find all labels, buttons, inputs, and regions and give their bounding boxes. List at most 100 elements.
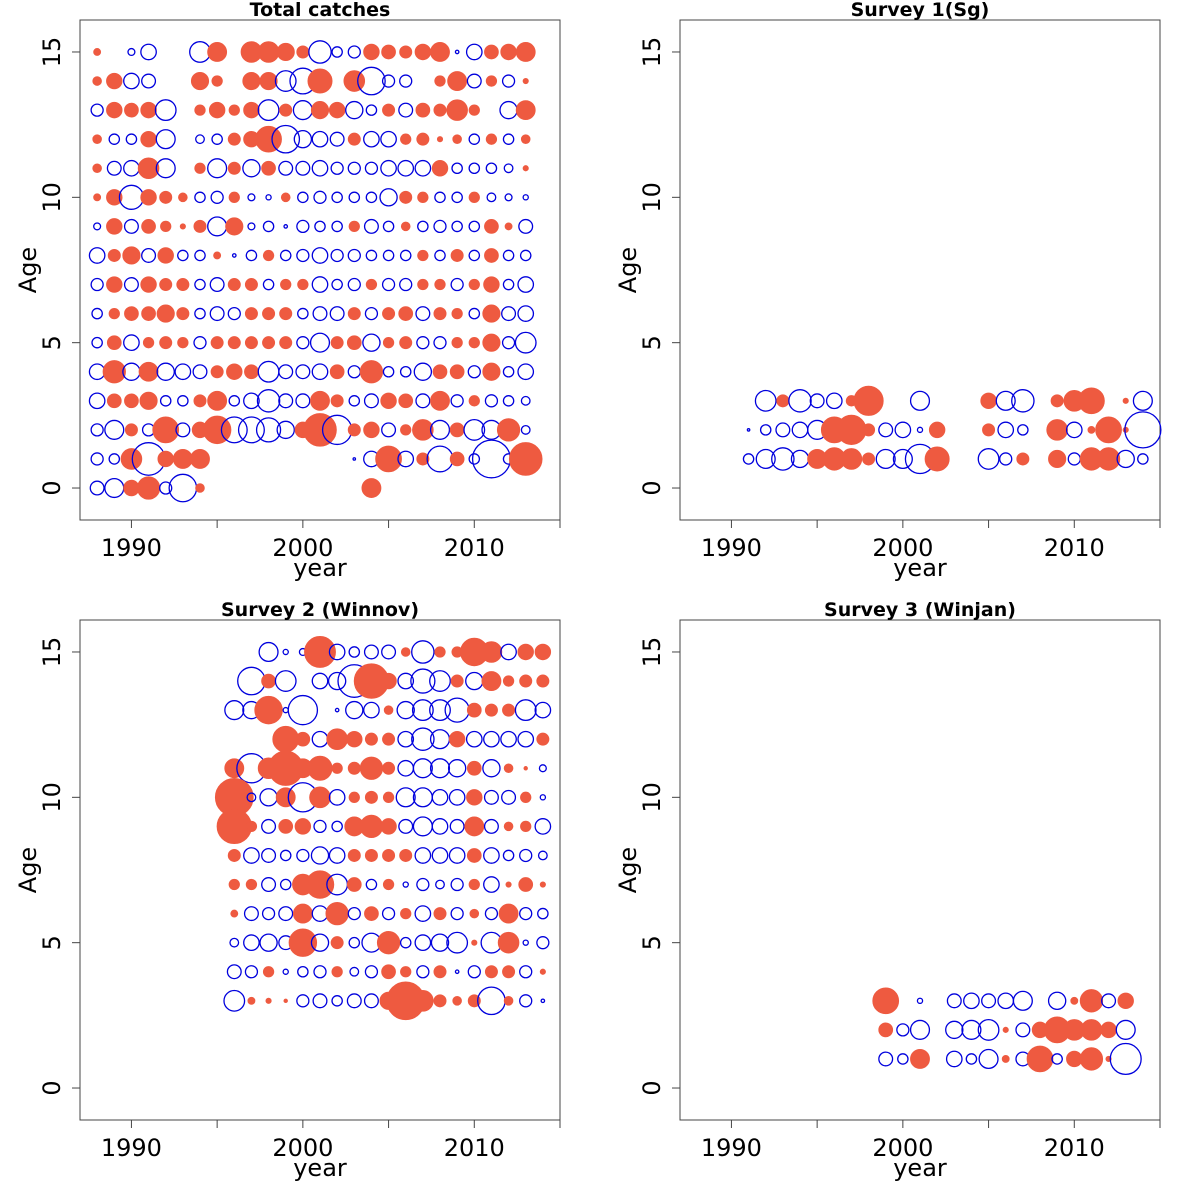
bubble-negative xyxy=(108,453,121,465)
bubble-negative xyxy=(329,306,345,322)
bubble-negative xyxy=(352,457,357,461)
bubble-positive xyxy=(361,478,382,498)
bubble-positive xyxy=(193,394,207,408)
bubble-negative xyxy=(195,134,205,145)
bubble-positive xyxy=(106,335,122,351)
bubble-negative xyxy=(261,877,277,893)
bubble-negative xyxy=(313,965,327,979)
bubble-positive xyxy=(347,132,361,146)
bubble-positive xyxy=(468,878,480,891)
x-tick-label: 2010 xyxy=(1044,1134,1105,1162)
bubble-positive xyxy=(518,877,534,892)
bubble-positive xyxy=(878,1022,894,1038)
bubble-positive xyxy=(106,189,123,206)
x-tick-label: 2000 xyxy=(872,1134,933,1162)
x-axis-label: year xyxy=(893,1154,947,1182)
bubble-positive xyxy=(364,732,378,746)
bubble-positive xyxy=(380,818,397,835)
bubble-positive xyxy=(539,881,546,888)
bubble-positive xyxy=(380,392,397,410)
bubble-negative xyxy=(295,364,311,380)
bubble-negative xyxy=(429,699,451,722)
bubble-positive xyxy=(980,392,997,410)
bubble-negative xyxy=(328,643,346,661)
bubble-negative xyxy=(946,993,962,1009)
bubble-negative xyxy=(433,336,447,350)
bubble-positive xyxy=(244,336,258,350)
bubble-negative xyxy=(328,788,346,806)
bubble-negative xyxy=(467,965,481,979)
bubble-positive xyxy=(176,307,190,321)
bubble-negative xyxy=(141,73,157,89)
bubble-positive xyxy=(503,996,514,1006)
bubble-negative xyxy=(431,847,449,864)
bubble-positive xyxy=(1100,1021,1117,1039)
bubble-negative xyxy=(1015,1022,1031,1038)
bubble-negative xyxy=(308,40,332,64)
bubble-negative xyxy=(309,332,331,353)
bubble-negative xyxy=(538,764,547,773)
bubble-positive xyxy=(452,996,462,1006)
bubble-positive xyxy=(310,390,330,411)
bubble-positive xyxy=(484,219,499,234)
bubble-positive xyxy=(399,190,413,204)
bubble-negative xyxy=(500,643,517,661)
bubble-negative xyxy=(88,247,106,264)
bubble-negative xyxy=(363,993,379,1009)
bubble-positive xyxy=(283,998,288,1004)
bubble-negative xyxy=(278,393,294,409)
bubble-positive xyxy=(484,965,498,979)
bubble-positive xyxy=(296,45,310,59)
bubble-positive xyxy=(177,337,189,349)
bubble-negative xyxy=(916,426,924,434)
bubble-negative xyxy=(331,191,343,204)
y-tick-label: 0 xyxy=(638,1080,666,1095)
bubble-negative xyxy=(347,248,361,263)
bubble-negative xyxy=(909,390,931,411)
bubble-positive xyxy=(482,362,501,381)
bubble-positive xyxy=(137,157,160,180)
bubble-positive xyxy=(480,641,503,663)
bubble-negative xyxy=(1101,993,1117,1009)
bubble-positive xyxy=(122,246,141,265)
bubble-positive xyxy=(449,364,465,380)
bubble-negative xyxy=(282,706,289,714)
bubble-positive xyxy=(195,483,205,493)
bubble-negative xyxy=(226,964,242,980)
bubble-negative xyxy=(519,848,533,863)
bubble-negative xyxy=(746,428,751,432)
bubble-negative xyxy=(297,191,309,204)
x-tick-label: 2000 xyxy=(272,534,333,562)
bubble-negative xyxy=(759,424,772,436)
panel-3: Survey 2 (Winnov) 1990 2000 2010 0 5 10 15 year A… xyxy=(14,599,561,1182)
bubble-positive xyxy=(348,220,360,233)
bubble-negative xyxy=(517,363,535,381)
bubble-positive xyxy=(434,646,446,658)
bubble-negative xyxy=(468,249,481,262)
bubble-negative xyxy=(433,219,447,234)
bubble-positive xyxy=(1026,1045,1054,1073)
bubble-negative xyxy=(88,392,106,410)
bubble-negative xyxy=(878,422,894,438)
bubble-negative xyxy=(430,933,450,952)
bubble-negative xyxy=(276,420,295,440)
bubble-negative xyxy=(502,849,515,862)
bubble-positive xyxy=(280,278,292,291)
bubble-negative xyxy=(417,220,429,233)
bubble-negative xyxy=(90,452,104,466)
bubble-positive xyxy=(230,909,239,918)
bubble-negative xyxy=(431,818,449,835)
bubble-positive xyxy=(508,442,543,476)
bubble-positive xyxy=(467,994,481,1008)
bubble-negative xyxy=(471,439,511,479)
bubble-negative xyxy=(311,672,329,690)
bubble-negative xyxy=(484,394,499,408)
bubble-positive xyxy=(123,479,140,497)
bubble-negative xyxy=(258,641,279,663)
bubble-positive xyxy=(1087,425,1096,434)
bubble-negative xyxy=(293,129,313,149)
bubble-negative xyxy=(357,66,386,96)
bubble-positive xyxy=(363,421,380,439)
x-tick-label: 2000 xyxy=(272,1134,333,1162)
bubble-positive xyxy=(539,968,546,975)
